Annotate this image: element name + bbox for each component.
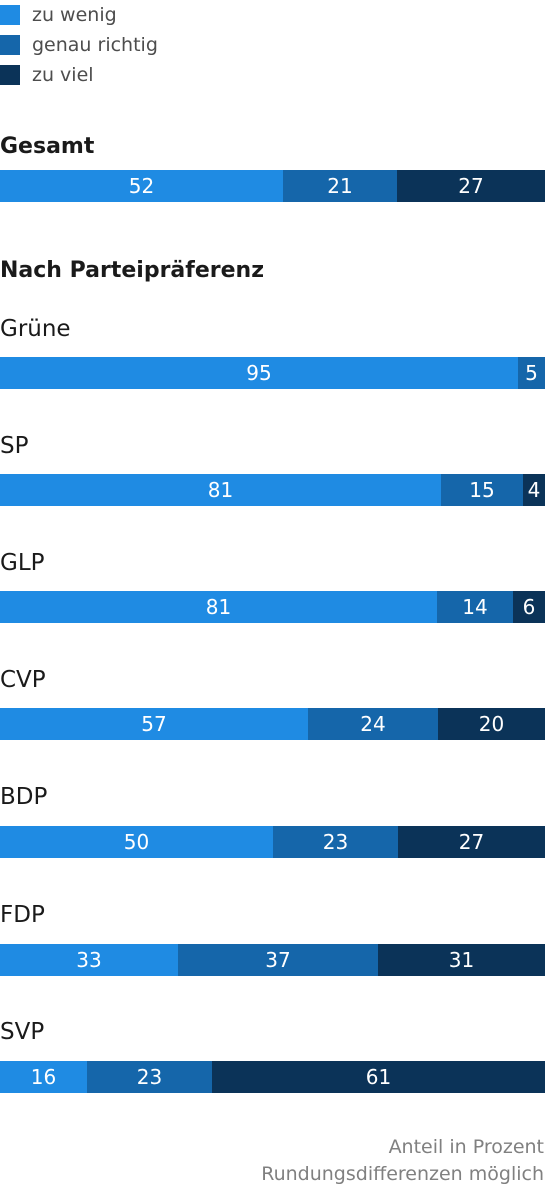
bar-gruene: 95 5 (0, 357, 545, 389)
bar-segment-fdp-zu-viel: 31 (378, 944, 545, 976)
category-label-svp: SVP (0, 1019, 45, 1045)
bar-segment-sp-genau-richtig: 15 (441, 474, 523, 506)
legend-label-zu-viel: zu viel (32, 64, 94, 86)
bar-segment-sp-zu-viel: 4 (523, 474, 545, 506)
bar-segment-gruene-genau-richtig: 5 (518, 357, 545, 389)
category-label-fdp: FDP (0, 902, 45, 928)
data-label: 24 (360, 712, 386, 736)
bar-segment-bdp-zu-wenig: 50 (0, 826, 273, 858)
category-label-bdp: BDP (0, 784, 48, 810)
chart-footer: Anteil in Prozent Rundungsdifferenzen mö… (261, 1134, 544, 1188)
bar-cvp: 57 24 20 (0, 708, 545, 740)
bar-segment-fdp-zu-wenig: 33 (0, 944, 178, 976)
data-label: 81 (207, 478, 234, 502)
data-label: 23 (136, 1065, 163, 1089)
bar-segment-gruene-zu-wenig: 95 (0, 357, 518, 389)
legend: zu wenig genau richtig zu viel (0, 0, 158, 90)
data-label: 33 (76, 948, 102, 972)
bar-segment-bdp-genau-richtig: 23 (273, 826, 398, 858)
footer-note-unit: Anteil in Prozent (388, 1136, 544, 1158)
bar-segment-gesamt-zu-viel: 27 (397, 170, 545, 202)
footer-note-rounding: Rundungsdifferenzen möglich (261, 1163, 544, 1185)
bar-segment-cvp-zu-viel: 20 (438, 708, 545, 740)
data-label: 50 (123, 830, 150, 854)
bar-segment-svp-zu-wenig: 16 (0, 1061, 87, 1093)
legend-swatch-zu-viel (0, 65, 20, 85)
data-label: 4 (527, 478, 541, 502)
data-label: 16 (30, 1065, 57, 1089)
bar-gesamt: 52 21 27 (0, 170, 545, 202)
bar-segment-glp-genau-richtig: 14 (437, 591, 513, 623)
bar-fdp: 33 37 31 (0, 944, 545, 976)
bar-segment-svp-genau-richtig: 23 (87, 1061, 212, 1093)
data-label: 5 (525, 361, 538, 385)
category-label-sp: SP (0, 433, 29, 459)
bar-segment-cvp-zu-wenig: 57 (0, 708, 308, 740)
legend-label-zu-wenig: zu wenig (32, 4, 117, 26)
legend-swatch-genau-richtig (0, 35, 20, 55)
category-label-glp: GLP (0, 550, 45, 576)
data-label: 61 (365, 1065, 392, 1089)
data-label: 6 (522, 595, 536, 619)
bar-segment-svp-zu-viel: 61 (212, 1061, 545, 1093)
bar-segment-glp-zu-wenig: 81 (0, 591, 437, 623)
heading-gesamt: Gesamt (0, 134, 95, 159)
legend-item-zu-wenig: zu wenig (0, 0, 158, 30)
data-label: 20 (478, 712, 505, 736)
legend-label-genau-richtig: genau richtig (32, 34, 158, 56)
data-label: 31 (448, 948, 475, 972)
bar-bdp: 50 23 27 (0, 826, 545, 858)
data-label: 21 (327, 174, 353, 198)
bar-segment-glp-zu-viel: 6 (513, 591, 545, 623)
bar-segment-cvp-genau-richtig: 24 (308, 708, 438, 740)
heading-nach-parteipraeferenz: Nach Parteipräferenz (0, 258, 264, 283)
data-label: 23 (322, 830, 349, 854)
data-label: 57 (141, 712, 167, 736)
category-label-gruene: Grüne (0, 316, 71, 342)
legend-item-zu-viel: zu viel (0, 60, 158, 90)
category-label-cvp: CVP (0, 667, 46, 693)
bar-segment-gesamt-zu-wenig: 52 (0, 170, 283, 202)
legend-swatch-zu-wenig (0, 5, 20, 25)
bar-segment-sp-zu-wenig: 81 (0, 474, 441, 506)
data-label: 27 (458, 830, 485, 854)
data-label: 52 (128, 174, 155, 198)
bar-segment-bdp-zu-viel: 27 (398, 826, 545, 858)
data-label: 81 (205, 595, 232, 619)
bar-segment-gesamt-genau-richtig: 21 (283, 170, 397, 202)
bar-svp: 16 23 61 (0, 1061, 545, 1093)
legend-item-genau-richtig: genau richtig (0, 30, 158, 60)
bar-sp: 81 15 4 (0, 474, 545, 506)
bar-segment-fdp-genau-richtig: 37 (178, 944, 378, 976)
data-label: 14 (462, 595, 488, 619)
data-label: 27 (458, 174, 484, 198)
bar-glp: 81 14 6 (0, 591, 545, 623)
data-label: 95 (246, 361, 272, 385)
data-label: 37 (265, 948, 291, 972)
data-label: 15 (469, 478, 495, 502)
